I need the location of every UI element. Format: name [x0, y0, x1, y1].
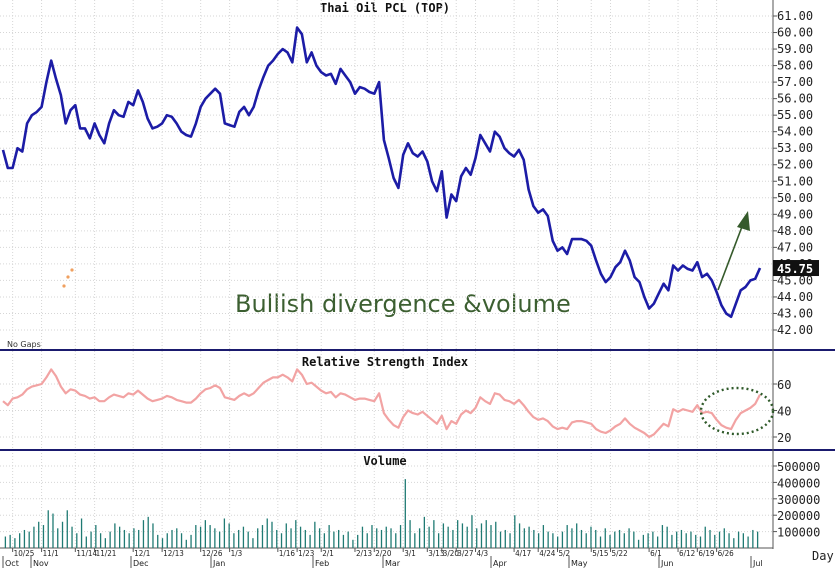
price-tick-label: 50.00 — [777, 191, 813, 205]
volume-tick-label: 400000 — [777, 476, 820, 490]
month-tick-label: Jun — [660, 559, 674, 568]
volume-tick-label: 500000 — [777, 460, 820, 474]
price-panel-title: Thai Oil PCL (TOP) — [320, 1, 450, 15]
price-tick-label: 57.00 — [777, 75, 813, 89]
date-tick-label: 1/16 — [279, 549, 296, 558]
date-tick-label: 1/3 — [231, 549, 243, 558]
divergence-arrow-head — [737, 211, 750, 231]
price-tick-label: 56.00 — [777, 92, 813, 106]
price-tick-label: 59.00 — [777, 42, 813, 56]
month-tick-label: Feb — [315, 559, 329, 568]
date-tick-label: 6/26 — [718, 549, 735, 558]
date-tick-label: 2/1 — [322, 549, 334, 558]
date-tick-label: 5/2 — [558, 549, 570, 558]
month-tick-label: Apr — [493, 559, 508, 568]
no-gaps-label: No Gaps — [7, 340, 41, 349]
month-tick-label: Oct — [5, 559, 19, 568]
price-tick-label: 52.00 — [777, 158, 813, 172]
last-value-label: 45.75 — [777, 262, 813, 276]
date-tick-label: 3/20 — [443, 549, 460, 558]
date-tick-label: 6/19 — [698, 549, 715, 558]
price-tick-label: 43.00 — [777, 306, 813, 320]
divergence-arrow-shaft — [717, 223, 744, 291]
month-tick-label: Dec — [133, 559, 148, 568]
price-tick-label: 48.00 — [777, 224, 813, 238]
price-tick-label: 45.00 — [777, 273, 813, 287]
divergence-ellipse — [699, 386, 775, 436]
date-tick-label: 4/24 — [539, 549, 556, 558]
date-tick-label: 11/14 — [76, 549, 97, 558]
month-tick-label: Nov — [33, 559, 49, 568]
date-tick-label: 4/17 — [515, 549, 531, 558]
volume-tick-label: 300000 — [777, 493, 820, 507]
date-tick-label: 5/22 — [612, 549, 628, 558]
rsi-panel-title: Relative Strength Index — [302, 355, 468, 369]
date-tick-label: 12/13 — [163, 549, 184, 558]
date-tick-label: 10/25 — [14, 549, 35, 558]
marker-dot — [66, 275, 70, 279]
month-tick-label: May — [571, 559, 588, 568]
month-tick-label: Jan — [212, 559, 225, 568]
month-tick-label: Mar — [385, 559, 401, 568]
price-tick-label: 54.00 — [777, 125, 813, 139]
date-tick-label: 6/1 — [650, 549, 662, 558]
date-tick-label: 11/21 — [96, 549, 117, 558]
price-tick-label: 42.00 — [777, 323, 813, 337]
date-tick-label: 3/1 — [404, 549, 416, 558]
volume-panel-title: Volume — [363, 454, 406, 468]
marker-dot — [62, 284, 66, 288]
price-tick-label: 60.00 — [777, 26, 813, 40]
rsi-line — [2, 368, 761, 439]
date-tick-label: 3/27 — [457, 549, 473, 558]
date-tick-label: 2/20 — [375, 549, 392, 558]
volume-tick-label: 100000 — [777, 526, 820, 540]
price-tick-label: 61.00 — [777, 9, 813, 23]
price-tick-label: 44.00 — [777, 290, 813, 304]
date-tick-label: 5/15 — [592, 549, 608, 558]
price-tick-label: 47.00 — [777, 240, 813, 254]
rsi-tick-label: 60 — [777, 378, 791, 392]
date-tick-label: 1/23 — [298, 549, 314, 558]
price-line — [1, 26, 762, 319]
date-tick-label: 2/13 — [356, 549, 372, 558]
price-tick-label: 58.00 — [777, 59, 813, 73]
last-value-box — [773, 260, 819, 277]
price-tick-label: 53.00 — [777, 141, 813, 155]
price-tick-label: 51.00 — [777, 174, 813, 188]
date-tick-label: 3/13 — [428, 549, 444, 558]
marker-dot — [70, 268, 74, 272]
date-tick-label: 6/12 — [679, 549, 695, 558]
date-tick-label: 12/26 — [202, 549, 223, 558]
date-tick-label: 12/1 — [134, 549, 150, 558]
date-tick-label: 11/1 — [43, 549, 59, 558]
rsi-tick-label: 20 — [777, 431, 791, 445]
volume-tick-label: 200000 — [777, 509, 820, 523]
date-tick-label: 4/3 — [477, 549, 489, 558]
month-tick-label: Jul — [752, 559, 763, 568]
price-tick-label: 55.00 — [777, 108, 813, 122]
rsi-tick-label: 40 — [777, 405, 791, 419]
price-tick-label: 49.00 — [777, 207, 813, 221]
x-unit-label: Day — [812, 549, 834, 563]
